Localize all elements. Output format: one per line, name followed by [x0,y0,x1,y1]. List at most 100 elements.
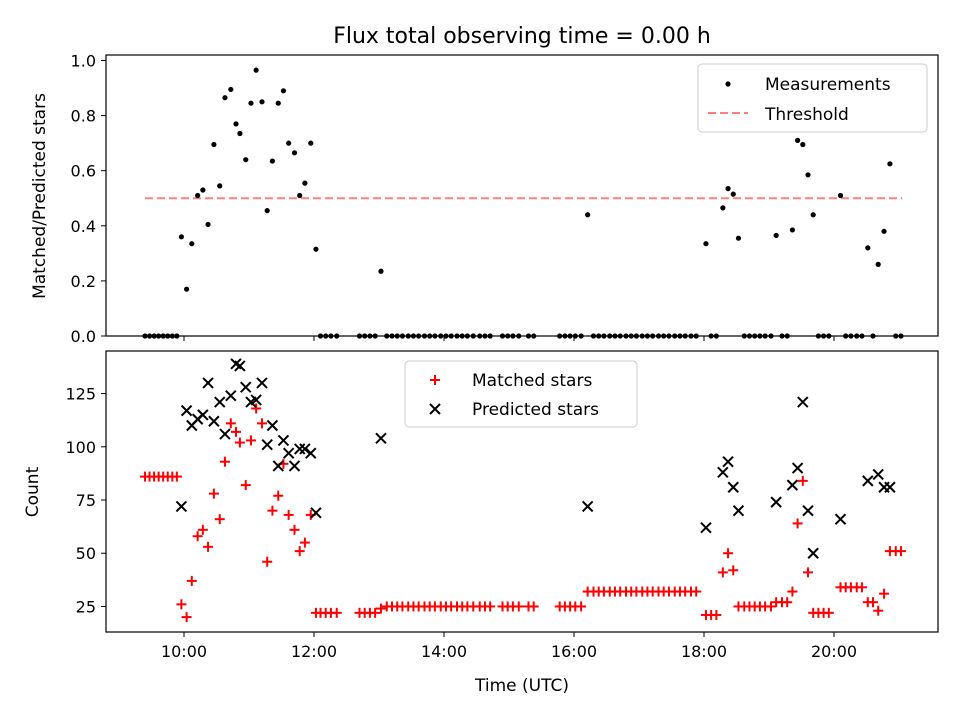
predicted-star-point-b [305,447,317,459]
legend-threshold-label: Threshold [764,105,849,125]
predicted-star-point-b [208,415,220,427]
predicted-star-point-b [807,547,819,559]
predicted-star-point [208,415,220,427]
ratio-y-tick-label: 0.6 [71,162,96,181]
measurement-point [205,221,211,228]
measurement-point [291,150,298,156]
matched-star-point [717,567,728,578]
predicted-star-point [732,504,745,517]
measurement-point [269,158,275,164]
predicted-star-point-b [884,481,896,493]
predicted-star-point-b [277,434,290,447]
matched-star-point [370,607,381,618]
predicted-star-point-b [197,409,209,421]
measurement-point [286,140,292,146]
measurement-point [264,208,270,214]
matched-star-point [197,524,208,535]
ratio-y-tick-label: 0.2 [71,272,96,291]
measurement-point [735,235,742,241]
matched-star-point [787,586,798,597]
ratio-legend: Measurements Threshold [697,63,928,133]
predicted-star-point [214,396,226,408]
predicted-star-point-b [299,443,311,455]
predicted-star-point-b [225,389,237,402]
measurement-point [795,137,801,144]
measurement-point [805,172,811,178]
matched-star-point [240,480,251,491]
matched-star-point [231,426,241,437]
measurement-point [865,245,871,251]
ratio-y-tick-label: 0.8 [71,107,96,126]
matched-star-point [294,546,305,557]
measurement-point [253,67,259,73]
predicted-star-point [234,360,246,372]
matched-star-point [485,601,496,612]
measurement-point [184,286,190,292]
predicted-star-point [375,432,387,444]
matched-star-point [691,586,702,597]
x-tick-label: 18:00 [681,642,727,661]
matched-star-point [257,418,267,429]
predicted-star-point-b [786,479,799,491]
predicted-star-point [310,507,322,519]
x-axis-label: Time (UTC) [474,676,569,696]
predicted-star-point-b [256,377,268,389]
predicted-star-point-b [727,481,739,493]
predicted-star-point-b [770,496,782,508]
predicted-star-point [722,455,734,468]
predicted-star-point [272,460,284,472]
predicted-star-point-b [872,468,884,481]
x-tick-label: 12:00 [291,642,337,661]
matched-star-point [797,475,808,486]
predicted-star-point-b [802,504,814,517]
measurement-point [297,192,303,199]
measurement-point [720,205,726,211]
legend-measurement-marker [725,81,731,87]
measurement-point [308,140,314,146]
predicted-star-point [786,479,799,491]
measurement-point [222,95,228,101]
legend-predicted-label: Predicted stars [472,400,599,420]
predicted-star-point-b [230,358,242,370]
predicted-star-point-b [717,466,729,479]
matched-star-point [186,575,197,586]
predicted-star-point-b [261,438,273,451]
predicted-star-point [797,396,809,408]
predicted-star-point [219,428,231,440]
x-tick-label: 16:00 [551,642,597,661]
predicted-star-point [834,513,847,525]
matched-star-point [711,609,722,620]
predicted-star-point [225,389,237,402]
predicted-star-point-b [862,475,874,487]
measurement-point [887,161,893,167]
measurement-point [248,100,254,106]
measurement-point [730,191,736,197]
measurement-point [875,261,881,267]
matched-stars-points [140,403,906,623]
predicted-star-point-b [722,455,734,468]
counts-y-tick-label: 50 [76,544,96,563]
measurement-point [313,246,319,252]
counts-y-tick-label: 75 [76,491,96,510]
matched-star-point [728,565,739,576]
predicted-star-point-b [234,360,246,372]
predicted-star-point [807,547,819,559]
predicted-star-point-b [240,381,252,393]
x-tick-label: 20:00 [811,642,857,661]
matched-star-point [245,435,256,446]
measurement-point [800,141,806,148]
matched-star-point [513,601,524,612]
ratio-y-ticks: 0.0 0.2 0.4 0.6 0.8 1.0 [71,52,106,346]
predicted-star-point [791,462,804,474]
counts-axes-frame [105,350,939,633]
legend-predicted-marker [429,403,441,415]
measurement-point [211,141,217,148]
matched-star-point [234,437,245,448]
ratio-y-tick-label: 1.0 [71,52,96,71]
legend-matched-marker [430,375,440,385]
x-tick-label: 10:00 [161,642,207,661]
predicted-star-point [872,468,884,481]
matched-star-point [895,546,906,557]
predicted-star-point [802,504,814,517]
